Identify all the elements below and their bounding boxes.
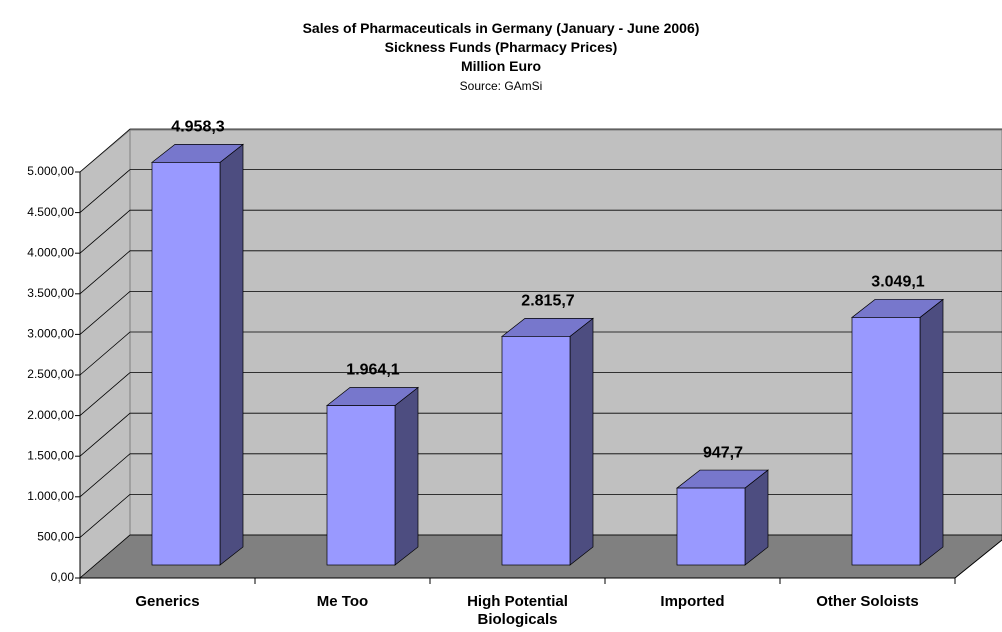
chart-subtitle: Sickness Funds (Pharmacy Prices) xyxy=(384,39,618,55)
grid-line xyxy=(79,128,1002,173)
y-tick-label: 2.500,00 xyxy=(27,367,74,381)
y-tick-label: 4.500,00 xyxy=(27,205,74,219)
x-tick-label: High Potential Biologicals xyxy=(467,593,568,628)
bar xyxy=(151,162,221,566)
value-label: 947,7 xyxy=(703,444,743,461)
y-tick-label: 0,00 xyxy=(51,570,75,584)
category-ticks xyxy=(79,578,956,584)
value-label: 4.958,3 xyxy=(171,119,224,136)
y-tick-label: 1.500,00 xyxy=(27,448,74,462)
bar xyxy=(501,336,571,566)
value-label: 1.964,1 xyxy=(346,362,399,379)
bar xyxy=(676,487,746,566)
bar-side xyxy=(569,317,594,566)
grid-line xyxy=(79,209,1002,254)
floor-edge xyxy=(954,539,1002,579)
source: Source: GAmSi xyxy=(459,79,543,93)
grid-line xyxy=(79,169,1002,213)
x-tick-label: Me Too xyxy=(316,593,369,610)
grid-line xyxy=(79,250,1002,295)
y-tick-label: 4.000,00 xyxy=(27,245,74,259)
bar xyxy=(851,317,921,566)
bar xyxy=(326,405,396,566)
bar-side xyxy=(219,143,244,566)
x-tick-label: Other Soloists xyxy=(816,593,919,610)
value-label: 3.049,1 xyxy=(871,274,924,291)
y-tick-label: 500,00 xyxy=(37,530,74,544)
y-tick-label: 2.000,00 xyxy=(27,408,74,422)
grid-line xyxy=(79,331,1002,376)
grid-line xyxy=(79,290,1002,335)
grid-line xyxy=(79,453,1002,498)
y-tick-label: 3.500,00 xyxy=(27,286,74,300)
y-tick-label: 1.000,00 xyxy=(27,489,74,503)
value-label: 2.815,7 xyxy=(521,293,574,310)
chart-title: Sales of Pharmaceuticals in Germany (Jan… xyxy=(302,20,700,36)
x-tick-label: Imported xyxy=(660,593,725,610)
y-tick-label: 5.000,00 xyxy=(27,164,74,178)
grid-line xyxy=(79,372,1002,416)
y-tick-label: 3.000,00 xyxy=(27,327,74,341)
unit-label: Million Euro xyxy=(460,58,542,74)
x-tick-label: Generics xyxy=(135,593,200,610)
bar-side xyxy=(394,386,419,566)
grid-line xyxy=(79,412,1002,457)
bar-side xyxy=(919,298,944,566)
